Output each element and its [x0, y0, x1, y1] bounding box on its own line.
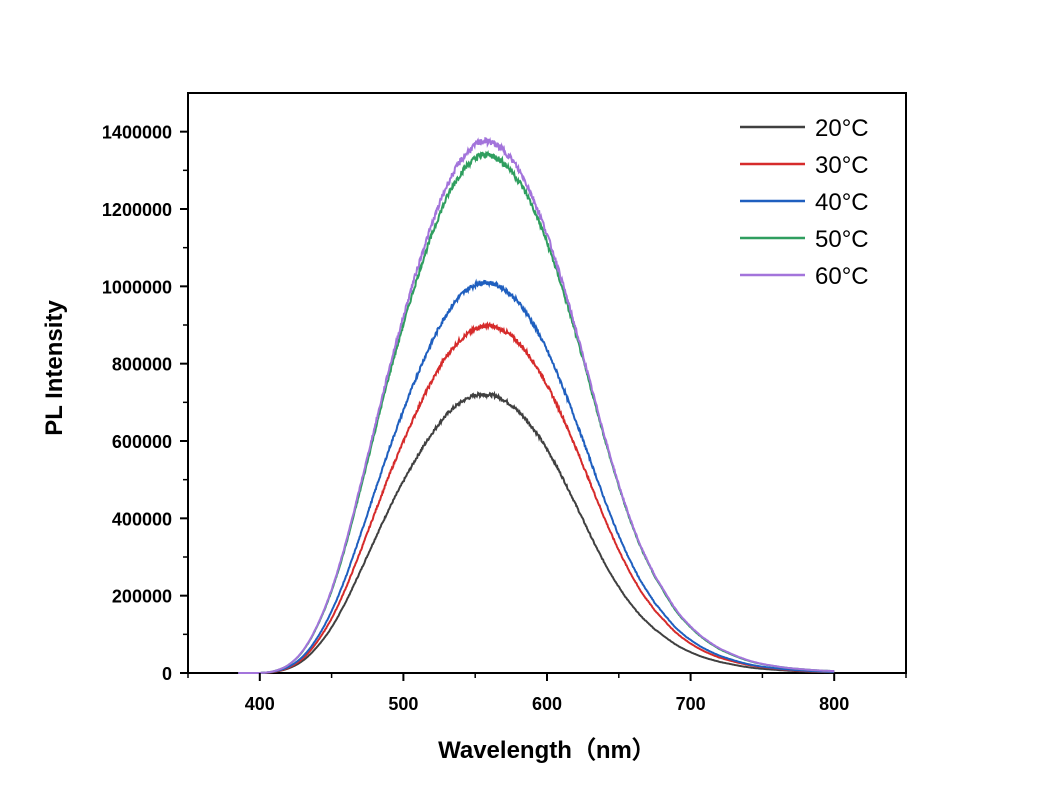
x-axis-title: Wavelength（nm） — [438, 737, 656, 764]
x-tick-label: 400 — [245, 694, 275, 714]
series-curves — [238, 136, 835, 674]
legend-label: 60°C — [815, 263, 869, 290]
y-tick-label: 1200000 — [102, 200, 172, 220]
x-tick-label: 500 — [388, 694, 418, 714]
x-tick-label: 700 — [676, 694, 706, 714]
legend-label: 40°C — [815, 189, 869, 216]
legend-label: 50°C — [815, 226, 869, 253]
x-tick-label: 600 — [532, 694, 562, 714]
series-line-1 — [238, 390, 835, 674]
y-axis: 0 200000 400000 600000 800000 1000000 1200000 1… — [102, 123, 188, 684]
series-line-3 — [238, 278, 835, 674]
x-axis: 400 500 600 700 800 — [187, 673, 907, 714]
series-line-5 — [238, 136, 835, 674]
y-tick-label: 200000 — [112, 587, 172, 607]
y-tick-label: 1000000 — [102, 277, 172, 297]
series-line-4 — [238, 149, 835, 674]
y-tick-label: 600000 — [112, 432, 172, 452]
legend-label: 20°C — [815, 115, 869, 142]
y-tick-label: 400000 — [112, 509, 172, 529]
y-tick-label: 0 — [162, 664, 172, 684]
y-axis-title: PL Intensity — [41, 300, 68, 436]
plot-frame — [187, 92, 907, 674]
x-tick-label: 800 — [819, 694, 849, 714]
series-line-2 — [238, 321, 835, 674]
y-tick-label: 800000 — [112, 355, 172, 375]
legend: 20°C 30°C 40°C 50°C 60°C — [740, 115, 869, 290]
legend-label: 30°C — [815, 152, 869, 179]
y-tick-label: 1400000 — [102, 123, 172, 143]
